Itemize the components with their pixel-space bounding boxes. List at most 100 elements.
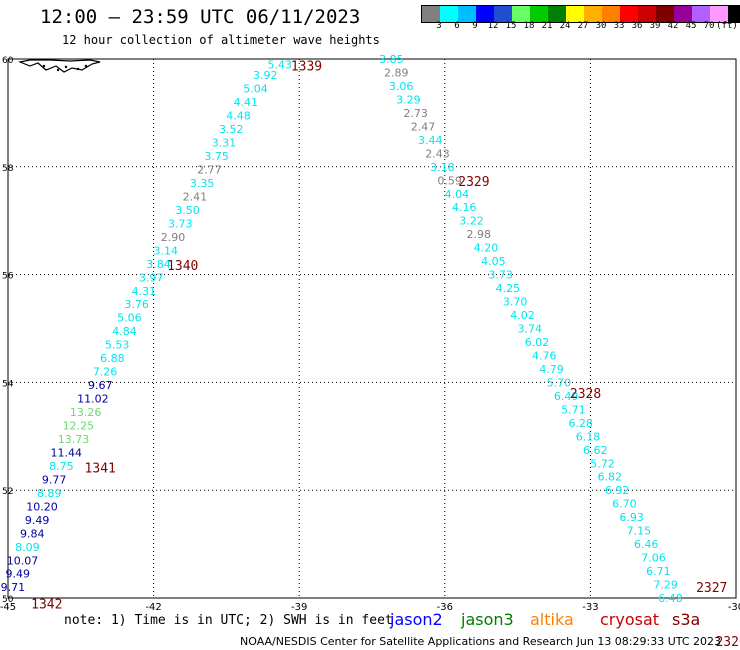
scale-swatch — [692, 6, 710, 22]
swh-value-label: 9.49 — [5, 568, 30, 581]
swh-value-label: 6.28 — [568, 417, 593, 430]
swh-value-label: 6.49 — [554, 390, 579, 403]
scale-swatch — [602, 6, 620, 22]
footer-credit: NOAA/NESDIS Center for Satellite Applica… — [240, 635, 722, 648]
swh-value-label: 4.41 — [234, 96, 259, 109]
swh-value-label: 9.71 — [1, 581, 26, 594]
map-frame — [7, 58, 737, 599]
swh-value-label: 5.53 — [105, 339, 130, 352]
swh-value-label: 3.97 — [139, 271, 164, 284]
island — [64, 65, 68, 69]
swh-value-label: 2.73 — [403, 107, 428, 120]
swh-value-label: 6.46 — [634, 538, 659, 551]
swh-value-label: 4.20 — [474, 242, 499, 255]
latitude-tick-label: 56 — [2, 272, 14, 282]
latitude-tick-label: 50 — [2, 595, 14, 605]
swh-value-label: 8.89 — [37, 487, 62, 500]
pass-time-label: 1342 — [31, 597, 62, 612]
swh-value-label: 6.48 — [658, 592, 683, 605]
scale-swatch — [422, 6, 440, 22]
swh-value-label: 4.25 — [496, 282, 521, 295]
swh-value-label: 9.77 — [42, 473, 67, 486]
latitude-tick-label: 58 — [2, 164, 14, 174]
swh-value-label: 13.26 — [70, 406, 102, 419]
longitude-tick-label: -45 — [0, 602, 16, 613]
swh-value-label: 6.70 — [612, 498, 637, 511]
swh-value-label: 4.05 — [481, 255, 506, 268]
swh-value-label: 4.76 — [532, 349, 557, 362]
swh-value-label: 8.09 — [15, 541, 40, 554]
scale-swatch — [494, 6, 512, 22]
swh-value-label: 3.06 — [389, 80, 414, 93]
satellite-legend-item: s3a — [672, 610, 701, 629]
pass-time-label: 2326 — [715, 635, 740, 650]
swh-value-label: 7.26 — [93, 366, 118, 379]
pass-time-label: 1339 — [291, 59, 322, 74]
scale-label: 12 — [487, 21, 499, 31]
swh-value-label: 3.70 — [503, 296, 528, 309]
swh-value-label: 3.44 — [418, 134, 443, 147]
swh-value-label: 3.35 — [190, 177, 215, 190]
swh-value-label: 2.43 — [425, 147, 450, 160]
scale-label: 6 — [454, 21, 460, 31]
swh-value-label: 2.47 — [411, 120, 436, 133]
swh-value-label: 9.49 — [25, 514, 50, 527]
swh-value-label: 4.16 — [452, 201, 477, 214]
swh-value-label: 4.31 — [132, 285, 157, 298]
island — [84, 64, 88, 68]
swh-value-label: 6.82 — [598, 471, 623, 484]
swh-value-label: 4.04 — [445, 188, 470, 201]
scale-label: 42 — [667, 21, 679, 31]
satellite-legend-item: jason2 — [390, 610, 443, 629]
swh-value-label: 10.07 — [7, 554, 39, 567]
swh-value-label: 2.77 — [197, 163, 222, 176]
longitude-tick-label: -33 — [582, 602, 598, 613]
swh-value-label: 3.74 — [517, 323, 542, 336]
swh-value-label: 4.02 — [510, 309, 535, 322]
scale-swatch — [710, 6, 728, 22]
swh-value-label: 11.02 — [77, 393, 109, 406]
swh-value-label: 6.71 — [646, 565, 671, 578]
swh-value-label: 4.48 — [226, 110, 251, 123]
scale-label: 70 — [703, 21, 715, 31]
footer-note: note: 1) Time is in UTC; 2) SWH is in fe… — [64, 613, 393, 628]
longitude-tick-label: -39 — [291, 602, 307, 613]
swh-value-label: 6.18 — [576, 430, 601, 443]
scale-swatch — [656, 6, 674, 22]
scale-label: 15 — [505, 21, 517, 31]
longitude-tick-label: -30 — [728, 602, 740, 613]
swh-value-label: 3.29 — [396, 93, 421, 106]
swh-value-label: 6.62 — [583, 444, 608, 457]
swh-value-label: 5.70 — [547, 376, 572, 389]
longitude-tick-label: -36 — [437, 602, 453, 613]
satellite-legend-item: altika — [530, 610, 574, 629]
page-subtitle: 12 hour collection of altimeter wave hei… — [62, 33, 380, 47]
swh-value-label: 6.02 — [525, 336, 550, 349]
scale-swatch — [548, 6, 566, 22]
scale-swatch — [638, 6, 656, 22]
swh-value-label: 3.22 — [459, 215, 484, 228]
scale-swatch — [512, 6, 530, 22]
swh-value-label: 12.25 — [63, 420, 95, 433]
swh-value-label: 7.29 — [653, 579, 678, 592]
scale-swatch — [584, 6, 602, 22]
swh-value-label: 5.71 — [561, 403, 586, 416]
pass-time-label: 2329 — [458, 175, 489, 190]
scale-swatch — [530, 6, 548, 22]
swh-value-label: 2.89 — [384, 66, 409, 79]
scale-swatch — [566, 6, 584, 22]
latitude-tick-label: 54 — [2, 379, 14, 389]
swh-value-label: 6.93 — [619, 511, 644, 524]
swh-value-label: 7.06 — [641, 552, 666, 565]
swh-value-label: 3.76 — [124, 298, 149, 311]
swh-value-label: 3.92 — [253, 69, 278, 82]
swh-value-label: 6.88 — [100, 352, 125, 365]
swh-value-label: 10.20 — [26, 500, 58, 513]
swh-value-label: 3.73 — [488, 269, 513, 282]
coastline — [17, 59, 101, 73]
swh-value-label: 3.52 — [219, 123, 244, 136]
swh-value-label: 3.73 — [168, 217, 193, 230]
scale-label: (ft) — [716, 21, 738, 31]
swh-value-label: 11.44 — [50, 446, 82, 459]
